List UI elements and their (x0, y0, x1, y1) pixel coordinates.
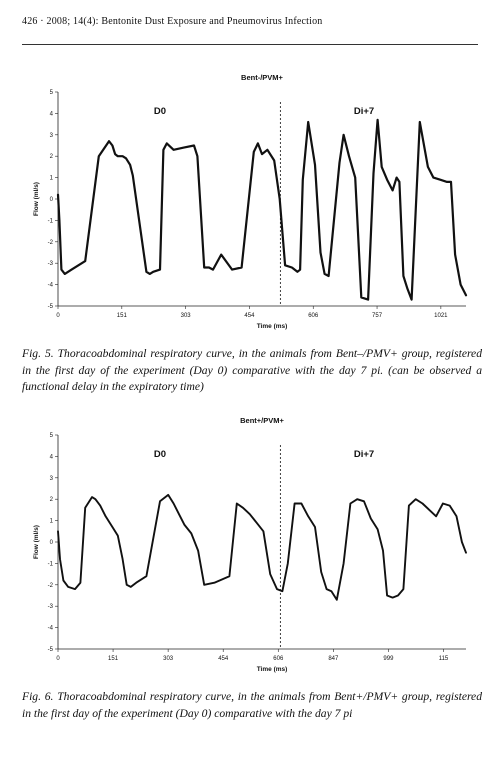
y-tick-label: 0 (50, 197, 54, 203)
x-tick-label: 757 (372, 313, 383, 319)
y-tick-label: 0 (50, 540, 54, 546)
y-tick-label: 3 (50, 476, 54, 482)
x-tick-label: 454 (244, 313, 255, 319)
y-tick-label: 2 (50, 154, 54, 160)
y-tick-label: 4 (50, 454, 54, 460)
x-tick-label: 606 (308, 313, 319, 319)
y-tick-label: -3 (48, 604, 54, 610)
section-label-di7: Di+7 (354, 449, 374, 460)
y-axis-title: Flow (ml/s) (33, 182, 40, 216)
x-tick-label: 999 (383, 656, 394, 662)
y-tick-label: -5 (48, 304, 54, 310)
section-label-di7: Di+7 (354, 106, 374, 117)
y-tick-label: 5 (50, 433, 54, 439)
y-tick-label: -2 (48, 583, 54, 589)
x-tick-label: 115 (439, 656, 449, 662)
y-tick-label: -5 (48, 647, 54, 653)
x-axis-title: Time (ms) (257, 323, 288, 330)
x-axis-title: Time (ms) (257, 666, 288, 673)
flow-series-line (56, 118, 468, 301)
figure-5: Bent-/PVM+ 5 4 3 2 1 0 -1 -2 -3 -4 -5 0 151 303 454 606 7… (0, 70, 500, 340)
figure-6: Bent+/PVM+ 5 4 3 2 1 0 -1 -2 -3 -4 -5 0 151 303 454 606 8… (0, 413, 500, 683)
x-tick-label: 454 (218, 656, 229, 662)
x-tick-label: 0 (56, 656, 60, 662)
y-tick-label: 1 (50, 519, 54, 525)
running-head: 426 · 2008; 14(4): Bentonite Dust Exposu… (22, 16, 323, 27)
x-tick-label: 606 (273, 656, 284, 662)
x-tick-label: 303 (181, 313, 192, 319)
flow-series-line (57, 493, 467, 601)
y-axis-title: Flow (ml/s) (33, 525, 40, 559)
x-tick-label: 1021 (434, 313, 448, 319)
y-tick-label: -4 (48, 283, 54, 289)
x-tick-label: 151 (108, 656, 119, 662)
y-tick-label: 1 (50, 176, 54, 182)
chart-title: Bent+/PVM+ (240, 416, 284, 425)
chart-title: Bent-/PVM+ (241, 73, 284, 82)
section-label-d0: D0 (154, 106, 166, 117)
y-tick-label: -2 (48, 240, 54, 246)
y-tick-label: -3 (48, 261, 54, 267)
y-tick-label: 4 (50, 111, 54, 117)
figure-5-caption: Fig. 5. Thoracoabdominal respiratory cur… (22, 347, 482, 393)
y-tick-label: 3 (50, 133, 54, 139)
x-tick-label: 0 (56, 313, 60, 319)
y-tick-label: -1 (48, 218, 54, 224)
y-tick-label: 2 (50, 497, 54, 503)
y-tick-label: -1 (48, 561, 54, 567)
y-tick-label: 5 (50, 90, 54, 96)
x-tick-label: 847 (328, 656, 339, 662)
x-tick-label: 151 (117, 313, 128, 319)
x-tick-label: 303 (163, 656, 174, 662)
y-tick-label: -4 (48, 626, 54, 632)
header-rule (22, 44, 478, 45)
figure-6-caption: Fig. 6. Thoracoabdominal respiratory cur… (22, 690, 482, 720)
section-label-d0: D0 (154, 449, 166, 460)
